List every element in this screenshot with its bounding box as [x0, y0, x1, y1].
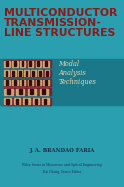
Bar: [26, 71, 27, 76]
Text: LINE STRUCTURES: LINE STRUCTURES: [4, 27, 115, 38]
Text: Kai Chang, Series Editor: Kai Chang, Series Editor: [43, 170, 81, 174]
Bar: [12, 71, 14, 76]
Bar: [20, 61, 25, 67]
Bar: [4, 98, 11, 104]
Bar: [33, 98, 39, 104]
Bar: [6, 71, 7, 76]
Bar: [14, 98, 20, 104]
Bar: [12, 80, 17, 85]
Bar: [6, 99, 9, 104]
Bar: [32, 71, 34, 76]
Bar: [42, 89, 45, 94]
Bar: [4, 61, 10, 67]
Bar: [4, 70, 9, 76]
Bar: [6, 61, 8, 66]
Bar: [4, 80, 10, 85]
Bar: [25, 99, 27, 104]
Bar: [31, 89, 33, 94]
Bar: [11, 70, 16, 76]
Bar: [28, 80, 33, 85]
Bar: [4, 79, 51, 86]
Text: Modal: Modal: [58, 60, 79, 68]
Bar: [28, 61, 33, 67]
Text: MULTICONDUCTOR: MULTICONDUCTOR: [4, 8, 117, 18]
Bar: [28, 89, 36, 95]
Bar: [14, 61, 16, 66]
Bar: [18, 70, 22, 76]
Bar: [19, 71, 21, 76]
Bar: [45, 80, 47, 85]
Bar: [20, 80, 25, 85]
Bar: [4, 98, 51, 105]
Bar: [29, 61, 31, 66]
Bar: [39, 71, 41, 76]
Bar: [23, 98, 30, 104]
Bar: [0, 97, 124, 105]
Bar: [4, 89, 13, 95]
Bar: [0, 69, 124, 77]
Bar: [45, 70, 49, 76]
Bar: [0, 78, 124, 87]
Bar: [7, 89, 10, 94]
Bar: [16, 99, 18, 104]
Bar: [4, 60, 51, 67]
Bar: [43, 61, 49, 67]
Bar: [29, 80, 31, 85]
Bar: [46, 71, 48, 76]
Bar: [35, 99, 37, 104]
Bar: [36, 80, 41, 85]
Bar: [12, 61, 17, 67]
Bar: [42, 98, 49, 104]
Bar: [22, 80, 23, 85]
Text: Analysis: Analysis: [58, 69, 86, 77]
Bar: [40, 89, 48, 95]
Bar: [36, 61, 41, 67]
Bar: [4, 88, 51, 95]
Bar: [0, 59, 124, 68]
Bar: [38, 70, 43, 76]
Bar: [45, 61, 47, 66]
Bar: [37, 80, 39, 85]
Bar: [6, 80, 8, 85]
Bar: [44, 99, 46, 104]
Text: J. A. BRANDAO FARIA: J. A. BRANDAO FARIA: [29, 148, 95, 153]
Text: TRANSMISSION-: TRANSMISSION-: [4, 18, 102, 28]
Text: Techniques: Techniques: [58, 79, 96, 86]
Bar: [0, 88, 124, 96]
Bar: [14, 80, 16, 85]
Bar: [43, 80, 49, 85]
Bar: [19, 89, 22, 94]
Bar: [24, 70, 29, 76]
Bar: [22, 61, 23, 66]
Bar: [31, 70, 36, 76]
Bar: [4, 70, 51, 77]
Bar: [37, 61, 39, 66]
Bar: [16, 89, 24, 95]
Text: Wiley Series in Microwave and Optical Engineering: Wiley Series in Microwave and Optical En…: [22, 163, 102, 168]
